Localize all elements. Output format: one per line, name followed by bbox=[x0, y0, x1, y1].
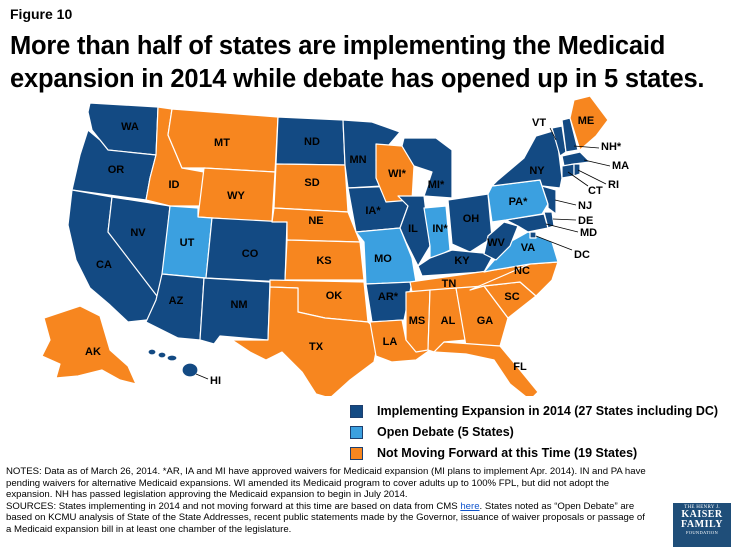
label-az: AZ bbox=[169, 295, 184, 307]
state-me[interactable] bbox=[569, 96, 609, 151]
label-mt: MT bbox=[214, 137, 230, 149]
state-ak[interactable] bbox=[41, 305, 137, 385]
callout-lines bbox=[195, 127, 611, 380]
state-va[interactable] bbox=[483, 231, 559, 273]
logo-line1: THE HENRY J. bbox=[684, 505, 720, 510]
state-labels: WA OR CA NV ID MT WY UT AZ CO NM ND SD N… bbox=[85, 115, 629, 387]
label-tn: TN bbox=[442, 278, 457, 290]
label-nc: NC bbox=[514, 265, 530, 277]
state-ar[interactable] bbox=[365, 281, 413, 323]
legend-swatch bbox=[350, 425, 363, 439]
state-ks[interactable] bbox=[284, 239, 365, 281]
label-dc: DC bbox=[574, 249, 590, 261]
legend-label: Implementing Expansion in 2014 (27 State… bbox=[377, 404, 719, 418]
label-ne: NE bbox=[308, 215, 323, 227]
label-de: DE bbox=[578, 215, 593, 227]
state-ny[interactable] bbox=[491, 129, 563, 189]
legend-item-open-debate: Open Debate (5 States) bbox=[350, 423, 718, 441]
state-dc[interactable] bbox=[529, 231, 537, 239]
label-md: MD bbox=[580, 227, 597, 239]
label-nj: NJ bbox=[578, 200, 592, 212]
label-id: ID bbox=[169, 179, 180, 191]
legend-swatch bbox=[350, 404, 363, 418]
state-wv[interactable] bbox=[483, 221, 519, 261]
notes-text: NOTES: Data as of March 26, 2014. *AR, I… bbox=[6, 466, 646, 501]
label-pa: PA* bbox=[509, 196, 528, 208]
label-or: OR bbox=[108, 164, 125, 176]
label-oh: OH bbox=[463, 213, 480, 225]
label-wv: WV bbox=[487, 237, 505, 249]
label-mo: MO bbox=[374, 253, 392, 265]
label-ia: IA* bbox=[365, 205, 381, 217]
state-il[interactable] bbox=[397, 195, 431, 267]
state-ky[interactable] bbox=[417, 249, 495, 277]
label-sc: SC bbox=[504, 291, 519, 303]
label-nd: ND bbox=[304, 136, 320, 148]
state-ct[interactable] bbox=[561, 163, 575, 179]
state-mi[interactable] bbox=[401, 137, 453, 199]
legend: Implementing Expansion in 2014 (27 State… bbox=[350, 402, 718, 465]
label-ny: NY bbox=[529, 165, 545, 177]
state-hi[interactable] bbox=[147, 348, 199, 378]
label-mn: MN bbox=[349, 154, 366, 166]
legend-label: Open Debate (5 States) bbox=[377, 425, 514, 439]
legend-label: Not Moving Forward at this Time (19 Stat… bbox=[377, 446, 638, 460]
figure-label: Figure 10 bbox=[10, 6, 73, 22]
kff-logo: THE HENRY J. KAISER FAMILY FOUNDATION bbox=[673, 503, 731, 547]
label-la: LA bbox=[383, 336, 398, 348]
logo-line4: FOUNDATION bbox=[686, 530, 718, 535]
label-ok: OK bbox=[326, 290, 343, 302]
label-tx: TX bbox=[309, 341, 324, 353]
state-nh[interactable] bbox=[561, 117, 579, 153]
label-vt: VT bbox=[532, 117, 546, 129]
label-ma: MA bbox=[612, 160, 629, 172]
sources-text: SOURCES: States implementing in 2014 and… bbox=[6, 501, 646, 536]
label-mi: MI* bbox=[428, 179, 445, 191]
label-ks: KS bbox=[316, 255, 331, 267]
notes: NOTES: Data as of March 26, 2014. *AR, I… bbox=[6, 466, 646, 536]
label-al: AL bbox=[441, 315, 456, 327]
state-tx[interactable] bbox=[231, 286, 381, 396]
label-ri: RI bbox=[608, 179, 619, 191]
state-ma[interactable] bbox=[561, 151, 591, 167]
label-fl: FL bbox=[513, 361, 527, 373]
label-ga: GA bbox=[477, 315, 494, 327]
label-co: CO bbox=[242, 248, 259, 260]
logo-line2: KAISER bbox=[681, 509, 723, 520]
label-hi: HI bbox=[210, 375, 221, 387]
label-nh: NH* bbox=[601, 141, 622, 153]
label-wy: WY bbox=[227, 190, 245, 202]
label-ky: KY bbox=[454, 255, 470, 267]
label-il: IL bbox=[408, 223, 418, 235]
label-ar: AR* bbox=[378, 291, 399, 303]
state-ms[interactable] bbox=[405, 289, 431, 353]
state-nm[interactable] bbox=[199, 277, 271, 345]
sources-here-link[interactable]: here bbox=[460, 500, 480, 512]
state-fl[interactable] bbox=[433, 341, 539, 396]
sources-part-b: . States noted as “Open Debate” are base… bbox=[6, 500, 645, 535]
us-map: WA OR CA NV ID MT WY UT AZ CO NM ND SD N… bbox=[41, 96, 629, 396]
label-ak: AK bbox=[85, 346, 101, 358]
state-oh[interactable] bbox=[447, 193, 493, 253]
label-me: ME bbox=[578, 115, 595, 127]
label-ct: CT bbox=[588, 185, 603, 197]
label-ut: UT bbox=[180, 237, 195, 249]
label-va: VA bbox=[521, 242, 536, 254]
label-sd: SD bbox=[304, 177, 319, 189]
state-ri[interactable] bbox=[573, 163, 581, 177]
logo-line3: FAMILY bbox=[681, 519, 723, 530]
label-nv: NV bbox=[130, 227, 146, 239]
legend-swatch bbox=[350, 446, 363, 460]
state-nj[interactable] bbox=[541, 185, 557, 215]
label-in: IN* bbox=[432, 223, 448, 235]
label-wa: WA bbox=[121, 121, 139, 133]
label-wi: WI* bbox=[388, 168, 406, 180]
legend-item-implementing: Implementing Expansion in 2014 (27 State… bbox=[350, 402, 718, 420]
label-ca: CA bbox=[96, 259, 112, 271]
sources-part-a: SOURCES: States implementing in 2014 and… bbox=[6, 500, 461, 512]
legend-item-not-moving: Not Moving Forward at this Time (19 Stat… bbox=[350, 444, 718, 462]
label-ms: MS bbox=[409, 315, 426, 327]
chart-title: More than half of states are implementin… bbox=[10, 32, 705, 93]
label-nm: NM bbox=[230, 299, 247, 311]
